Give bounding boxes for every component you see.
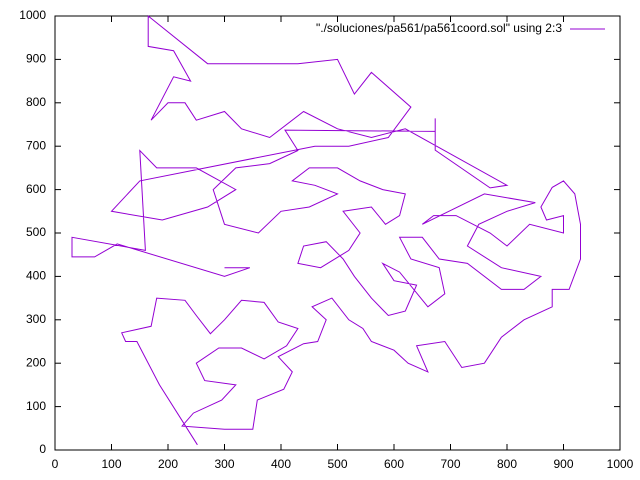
- x-tick-label: 600: [384, 457, 404, 471]
- legend-label: "./soluciones/pa561/pa561coord.sol" usin…: [316, 21, 562, 35]
- x-tick-label: 800: [497, 457, 517, 471]
- y-tick-label: 800: [26, 95, 46, 109]
- x-tick-label: 700: [440, 457, 460, 471]
- x-tick-label: 500: [327, 457, 347, 471]
- x-tick-label: 200: [158, 457, 178, 471]
- tour-line: [71, 14, 581, 446]
- y-tick-label: 100: [26, 399, 46, 413]
- y-tick-label: 700: [26, 138, 46, 152]
- x-tick-label: 0: [52, 457, 59, 471]
- x-tick-label: 100: [101, 457, 121, 471]
- y-tick-label: 900: [26, 52, 46, 66]
- plot-border: [54, 15, 621, 451]
- y-tick-label: 0: [39, 442, 46, 456]
- y-tick-label: 300: [26, 312, 46, 326]
- x-tick-label: 300: [214, 457, 234, 471]
- y-tick-label: 500: [26, 225, 46, 239]
- y-tick-label: 1000: [19, 8, 46, 22]
- x-tick-label: 900: [553, 457, 573, 471]
- y-tick-label: 600: [26, 182, 46, 196]
- y-tick-label: 200: [26, 355, 46, 369]
- x-tick-label: 1000: [607, 457, 634, 471]
- x-tick-label: 400: [271, 457, 291, 471]
- y-tick-label: 400: [26, 269, 46, 283]
